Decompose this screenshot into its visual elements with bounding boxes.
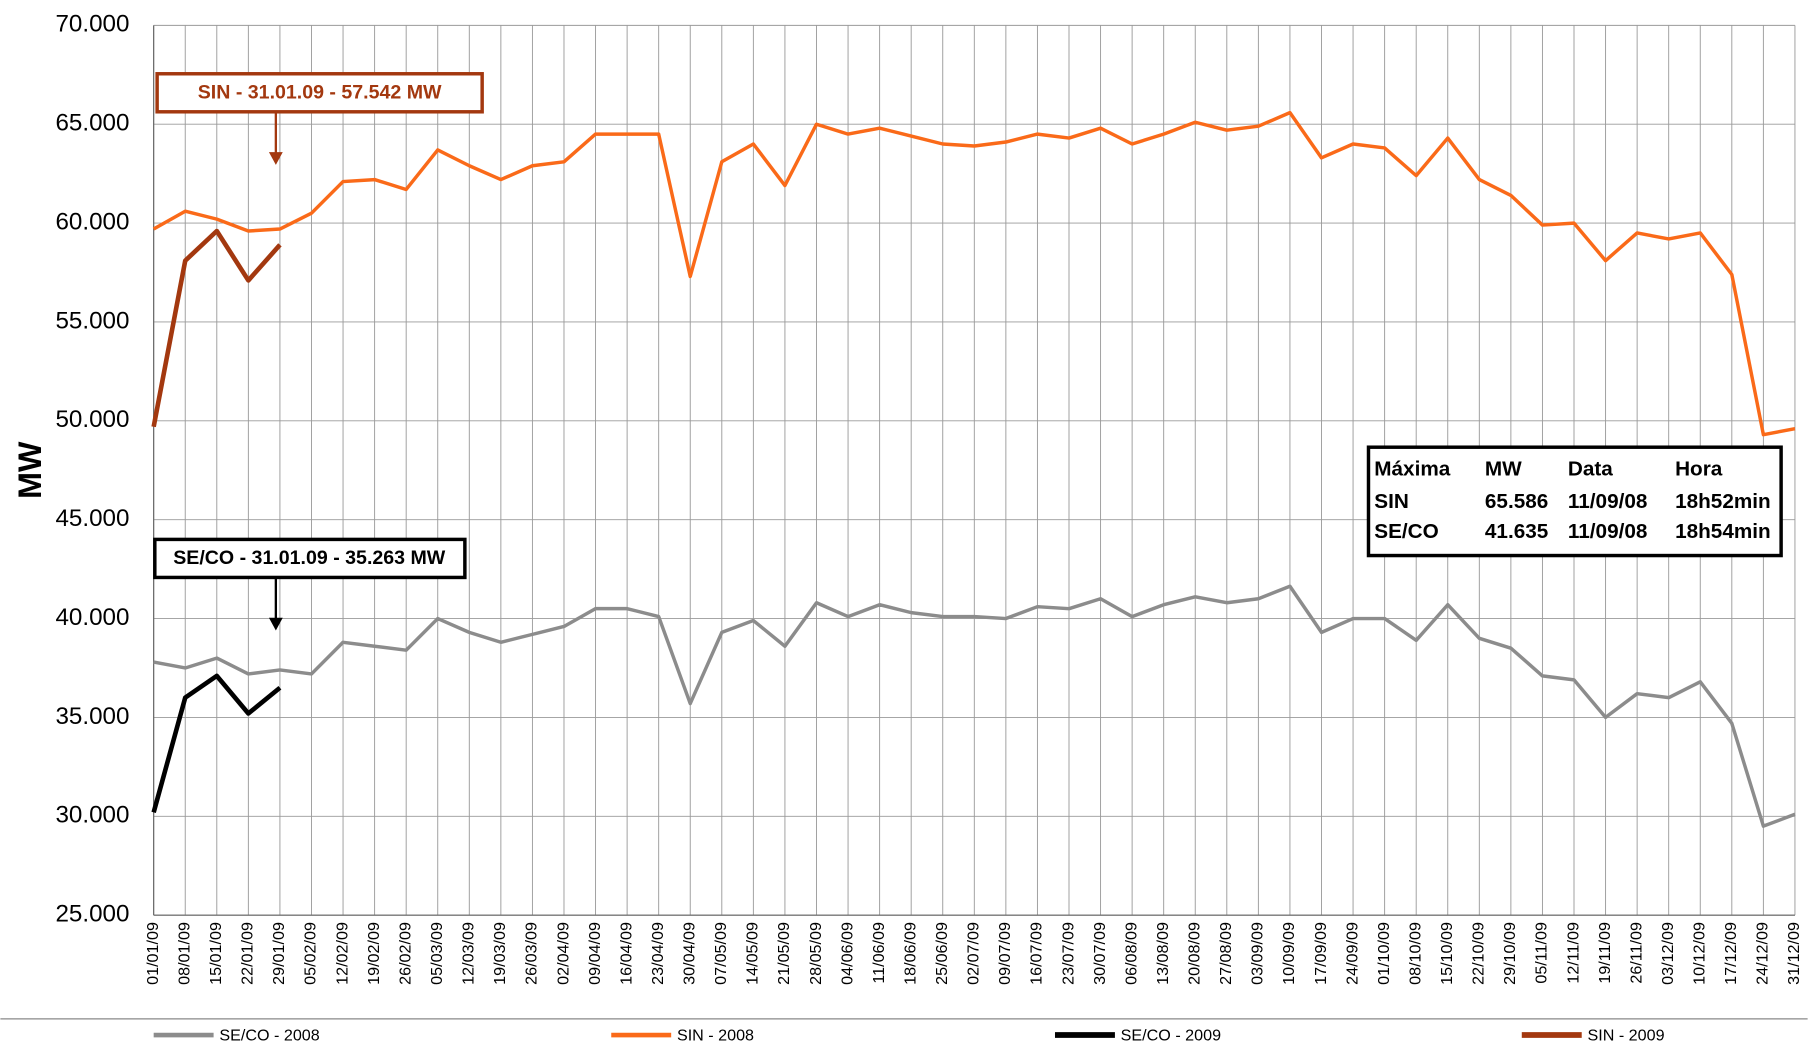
x-tick-label: 08/01/09 [175, 922, 193, 985]
x-tick-label: 29/01/09 [270, 922, 288, 985]
x-tick-label: 22/10/09 [1470, 922, 1488, 985]
x-tick-label: 30/07/09 [1091, 922, 1109, 985]
x-tick-label: 22/01/09 [239, 922, 257, 985]
x-tick-label: 02/04/09 [554, 922, 572, 985]
plot: 25.000 30.000 35.000 40.000 45.000 50.000 55.0… [55, 11, 1803, 985]
annotation: SE/CO - 31.01.09 - 35.263 MW [173, 547, 446, 569]
x-tick-label: 08/10/09 [1406, 922, 1424, 985]
y-tick-label: 70.000 [55, 11, 129, 38]
x-tick-label: 05/02/09 [302, 922, 320, 985]
table-cell: SE/CO [1374, 520, 1439, 543]
series-line [152, 110, 1796, 437]
x-tick-label: 26/11/09 [1627, 922, 1645, 984]
x-tick-label: 17/12/09 [1722, 922, 1740, 985]
info-table: Máxima MW Data Hora SIN 65.586 11/09/08 18h52mi… [1374, 458, 1770, 543]
y-tick-label: 35.000 [55, 703, 129, 730]
x-tick-label: 16/07/09 [1028, 922, 1046, 985]
x-tick-label: 06/08/09 [1122, 922, 1140, 985]
y-tick-label: 25.000 [55, 901, 129, 928]
x-tick-label: 19/11/09 [1596, 922, 1614, 984]
x-tick-label: 31/12/09 [1785, 922, 1803, 985]
legend-label: SE/CO - 2008 [219, 1026, 319, 1044]
x-tick-label: 09/07/09 [996, 922, 1014, 985]
table-cell: 18h52min [1675, 490, 1771, 513]
x-tick-label: 12/03/09 [460, 922, 478, 985]
table-cell: 41.635 [1485, 520, 1548, 543]
arrow-head [268, 152, 283, 165]
annotation: SIN - 31.01.09 - 57.542 MW [198, 82, 442, 104]
series-line [151, 228, 282, 428]
table-header: Data [1568, 458, 1613, 481]
x-tick-label: 04/06/09 [838, 922, 856, 985]
y-axis-label: MW [12, 441, 48, 499]
y-tick-label: 65.000 [55, 110, 129, 137]
x-tick-label: 05/11/09 [1533, 922, 1551, 984]
annotation-box [153, 537, 467, 580]
table-header: Hora [1675, 458, 1723, 481]
x-tick-label: 21/05/09 [775, 922, 793, 985]
legend-label: SIN - 2009 [1587, 1026, 1664, 1044]
x-tick-label: 18/06/09 [901, 922, 919, 985]
y-tick-label: 60.000 [55, 208, 129, 235]
y-tick-label: 40.000 [55, 604, 129, 631]
x-tick-label: 13/08/09 [1154, 922, 1172, 985]
x-tick-label: 27/08/09 [1217, 922, 1235, 985]
arrow-head [268, 617, 283, 631]
table-cell: 65.586 [1485, 490, 1548, 513]
y-tick-label: 50.000 [55, 406, 129, 433]
y-tick-label: 30.000 [55, 802, 129, 829]
table-header: MW [1485, 458, 1522, 481]
x-tick-label: 14/05/09 [744, 922, 762, 985]
y-tick-label: 55.000 [55, 307, 129, 334]
table-cell: 11/09/08 [1568, 490, 1648, 513]
x-tick-label: 23/04/09 [649, 922, 667, 985]
x-tick-label: 01/10/09 [1375, 922, 1393, 985]
x-tick-label: 02/07/09 [965, 922, 983, 985]
x-tick-label: 11/06/09 [870, 922, 888, 984]
legend: SE/CO - 2008 SIN - 2008 SE/CO - 2009 SIN - … [153, 1026, 1665, 1044]
x-tick-label: 20/08/09 [1186, 922, 1204, 985]
x-tick-label: 30/04/09 [681, 922, 699, 985]
x-tick-label: 15/10/09 [1438, 922, 1456, 985]
x-tick-label: 03/09/09 [1249, 922, 1267, 985]
x-tick-label: 16/04/09 [617, 922, 635, 985]
x-tick-label: 26/03/09 [523, 922, 541, 985]
x-tick-label: 19/02/09 [365, 922, 383, 985]
annotation-box [155, 72, 484, 114]
y-tick-label: 45.000 [55, 505, 129, 532]
x-tick-label: 09/04/09 [586, 922, 604, 985]
x-tick-label: 24/12/09 [1754, 922, 1772, 985]
x-tick-label: 07/05/09 [712, 922, 730, 985]
x-tick-label: 23/07/09 [1059, 922, 1077, 985]
table-cell: 11/09/08 [1568, 520, 1648, 543]
x-tick-label: 24/09/09 [1343, 922, 1361, 985]
table-cell: SIN [1374, 490, 1409, 513]
x-tick-label: 29/10/09 [1501, 922, 1519, 985]
x-tick-label: 03/12/09 [1659, 922, 1677, 985]
x-tick-label: 19/03/09 [491, 922, 509, 985]
x-tick-label: 17/09/09 [1312, 922, 1330, 985]
x-tick-label: 12/02/09 [333, 922, 351, 985]
series-line [153, 584, 1796, 828]
x-tick-label: 26/02/09 [396, 922, 414, 985]
x-tick-label: 25/06/09 [933, 922, 951, 985]
table-cell: 18h54min [1675, 520, 1771, 543]
x-tick-label: 10/12/09 [1691, 922, 1709, 985]
x-tick-label: 12/11/09 [1564, 922, 1582, 984]
x-tick-label: 01/01/09 [144, 922, 162, 985]
x-tick-label: 10/09/09 [1280, 922, 1298, 985]
legend-label: SE/CO - 2009 [1121, 1026, 1221, 1044]
x-tick-label: 15/01/09 [207, 922, 225, 985]
x-tick-label: 28/05/09 [807, 922, 825, 985]
legend-label: SIN - 2008 [677, 1026, 754, 1044]
info-table-box [1366, 445, 1783, 558]
series-line [151, 673, 282, 813]
x-tick-label: 05/03/09 [428, 922, 446, 985]
table-header: Máxima [1374, 458, 1451, 481]
